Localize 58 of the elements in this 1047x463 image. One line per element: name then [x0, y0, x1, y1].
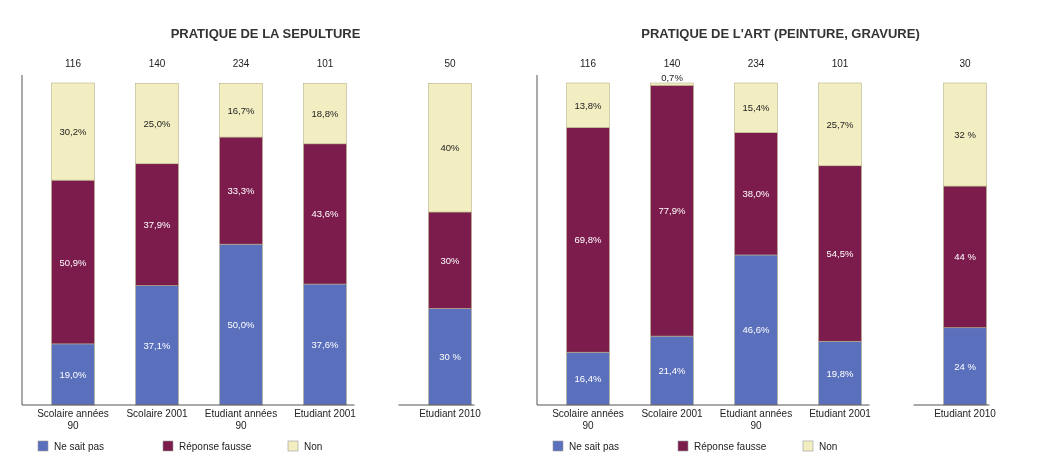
chart-title: PRATIQUE DE L'ART (PEINTURE, GRAVURE) — [641, 26, 920, 41]
x-tick-label: Scolaire 2001 — [126, 408, 189, 419]
x-tick-label: Etudiant 2010 — [934, 408, 997, 419]
data-label: 37,6% — [311, 339, 340, 351]
annotation: 30 — [959, 58, 971, 69]
data-label: 32 % — [954, 129, 977, 141]
x-tick-label: Etudiant années 90 — [719, 408, 793, 431]
data-label: 25,7% — [826, 118, 855, 130]
legend-label: Ne sait pas — [54, 441, 105, 452]
x-tick-label: Etudiant 2001 — [294, 408, 357, 419]
legend-label: Non — [819, 441, 838, 452]
annotation: 101 — [831, 58, 849, 69]
data-label: 38,0% — [742, 188, 771, 200]
data-label: 77,9% — [658, 205, 687, 217]
annotation: 234 — [232, 58, 250, 70]
data-label: 21,4% — [658, 365, 687, 377]
x-tick-label: Scolaire années 90 — [552, 408, 624, 431]
data-label: 15,4% — [742, 102, 771, 114]
data-label: 24 % — [954, 360, 977, 372]
legend-label: Réponse fausse — [179, 441, 252, 452]
data-label: 13,8% — [574, 99, 603, 111]
data-label: 25,0% — [143, 118, 172, 130]
data-label: 43,6% — [311, 208, 340, 220]
chart-title: PRATIQUE DE LA SEPULTURE — [170, 26, 361, 41]
data-label: 30% — [440, 254, 461, 266]
data-label: 18,8% — [311, 108, 340, 120]
annotation: 50 — [444, 58, 456, 70]
legend-label: Réponse fausse — [694, 441, 767, 452]
data-label: 19,8% — [826, 367, 855, 379]
annotation: 101 — [316, 58, 334, 70]
data-label: 30,2% — [59, 126, 88, 138]
data-label: 16,7% — [227, 104, 256, 116]
data-label: 30 % — [439, 351, 462, 363]
x-tick-label: Etudiant 2010 — [419, 408, 482, 419]
annotation: 140 — [663, 58, 681, 69]
data-label: 0,7% — [661, 72, 684, 83]
x-tick-label: Scolaire 2001 — [641, 408, 704, 419]
data-label: 33,3% — [227, 185, 256, 197]
data-label: 37,1% — [143, 339, 172, 351]
x-tick-label: Etudiant années 90 — [204, 408, 278, 431]
x-tick-label: Etudiant 2001 — [809, 408, 872, 419]
annotation: 116 — [65, 58, 82, 70]
legend-label: Non — [304, 441, 323, 452]
annotation: 140 — [148, 58, 166, 70]
annotation: 234 — [747, 58, 765, 69]
data-label: 50,0% — [227, 319, 256, 331]
data-label: 69,8% — [574, 234, 603, 246]
data-label: 54,5% — [826, 248, 855, 259]
data-label: 37,9% — [143, 219, 172, 231]
data-label: 50,9% — [59, 256, 88, 268]
legend-label: Ne sait pas — [569, 441, 620, 452]
annotation: 116 — [580, 58, 597, 69]
data-label: 40% — [440, 142, 461, 154]
data-label: 16,4% — [574, 373, 603, 385]
data-label: 46,6% — [742, 324, 771, 336]
x-tick-label: Scolaire années 90 — [37, 408, 109, 431]
data-label: 19,0% — [59, 368, 88, 380]
data-label: 44 % — [954, 251, 977, 263]
